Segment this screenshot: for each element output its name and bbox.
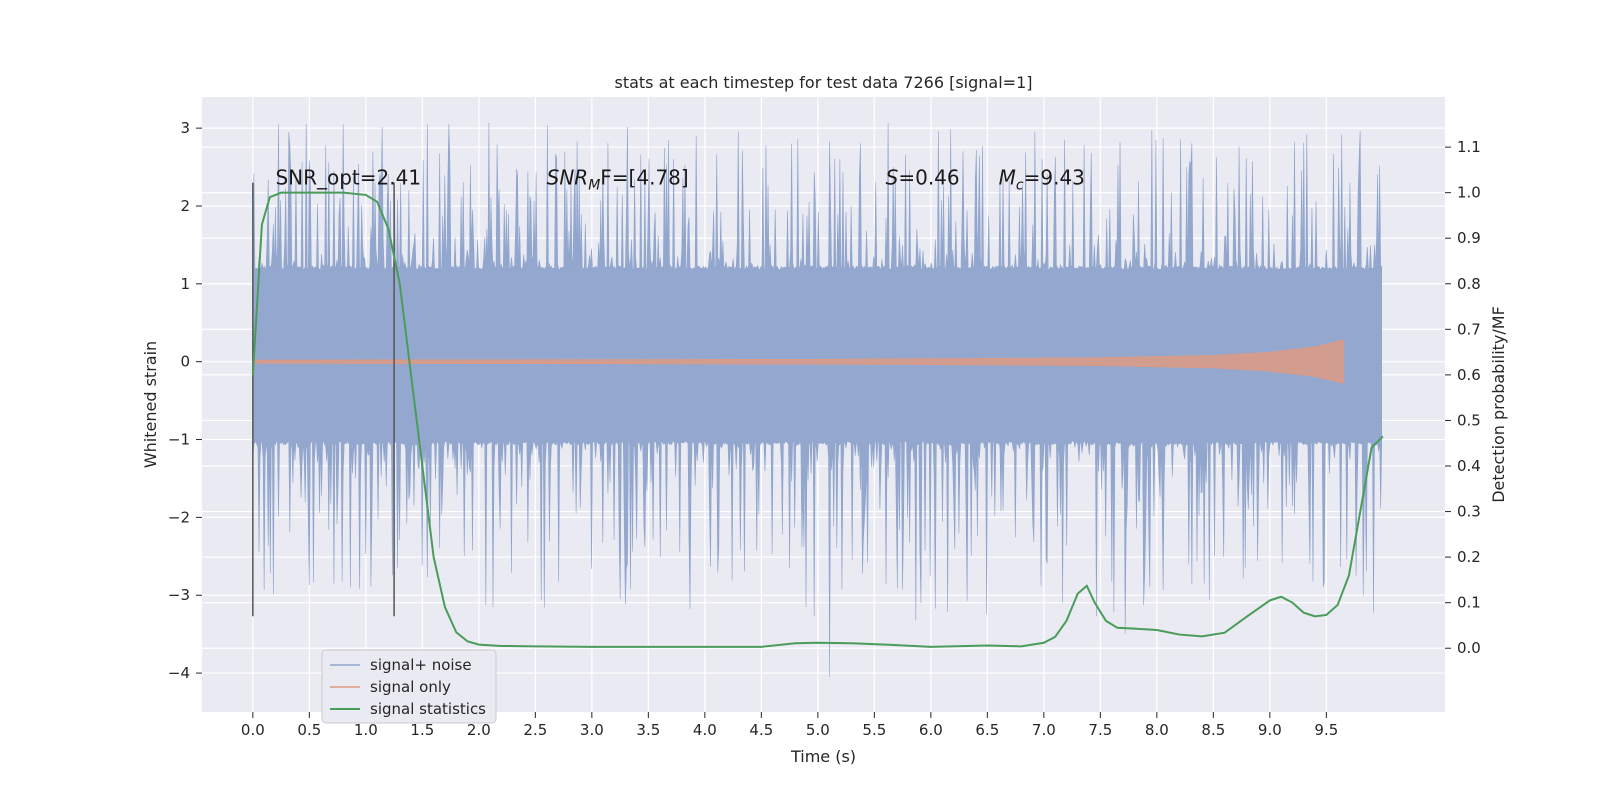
y-right-tick-label: 0.3 bbox=[1457, 503, 1481, 521]
x-tick-label: 5.5 bbox=[862, 721, 886, 739]
x-tick-label: 3.0 bbox=[580, 721, 604, 739]
y-right-tick-label: 0.8 bbox=[1457, 275, 1481, 293]
annotation-3: Mc=9.43 bbox=[999, 166, 1085, 194]
x-tick-label: 9.0 bbox=[1258, 721, 1282, 739]
x-tick-label: 1.0 bbox=[354, 721, 378, 739]
signal-statistics-line bbox=[251, 191, 1384, 648]
x-tick-label: 4.0 bbox=[693, 721, 717, 739]
y-right-tick-label: 1.1 bbox=[1457, 138, 1481, 156]
legend-label-0: signal+ noise bbox=[370, 656, 472, 674]
x-tick-label: 6.5 bbox=[975, 721, 999, 739]
y-right-tick-label: 0.0 bbox=[1457, 639, 1481, 657]
y-right-tick-label: 1.0 bbox=[1457, 184, 1481, 202]
signal-noise-band bbox=[252, 122, 1383, 677]
legend-label-2: signal statistics bbox=[370, 700, 486, 718]
chart-title: stats at each timestep for test data 726… bbox=[614, 73, 1032, 92]
y-right-tick-label: 0.6 bbox=[1457, 366, 1481, 384]
x-tick-label: 1.5 bbox=[410, 721, 434, 739]
y-right-tick-label: 0.2 bbox=[1457, 548, 1481, 566]
x-tick-label: 0.5 bbox=[297, 721, 321, 739]
x-axis-label: Time (s) bbox=[790, 747, 856, 766]
annotation-0: SNR_opt=2.41 bbox=[275, 166, 421, 190]
y-right-tick-label: 0.9 bbox=[1457, 229, 1481, 247]
y-right-tick-label: 0.1 bbox=[1457, 594, 1481, 612]
x-tick-label: 5.0 bbox=[806, 721, 830, 739]
y-tick-label: 0 bbox=[180, 353, 190, 371]
y-right-tick-label: 0.7 bbox=[1457, 320, 1481, 338]
y-tick-label: 2 bbox=[180, 197, 190, 215]
y-right-axis-label: Detection probability/MF bbox=[1489, 306, 1508, 503]
signal-statistics-series bbox=[251, 191, 1384, 648]
annotation-1: SNRMF=[4.78] bbox=[547, 166, 689, 194]
x-tick-label: 9.5 bbox=[1314, 721, 1338, 739]
legend-box bbox=[321, 649, 497, 724]
x-tick-label: 0.0 bbox=[241, 721, 265, 739]
signal-only-series bbox=[252, 339, 1344, 385]
x-tick-label: 7.5 bbox=[1088, 721, 1112, 739]
y-tick-label: −2 bbox=[168, 508, 190, 526]
x-tick-label: 4.5 bbox=[749, 721, 773, 739]
x-tick-label: 2.5 bbox=[523, 721, 547, 739]
legend: signal+ noise signal only signal statistic… bbox=[321, 649, 497, 724]
x-axis-ticks: 0.0 0.5 1.0 1.5 2.0 2.5 3.0 3.5 4.0 4.5 5.0 5.5 6.0 6… bbox=[241, 712, 1338, 739]
annotation-2: S=0.46 bbox=[886, 166, 960, 190]
y-tick-label: 3 bbox=[180, 119, 190, 137]
x-tick-label: 8.5 bbox=[1201, 721, 1225, 739]
signal-only-envelope bbox=[252, 339, 1344, 385]
x-tick-label: 3.5 bbox=[636, 721, 660, 739]
y-axis-label: Whitened strain bbox=[141, 341, 160, 468]
signal-noise-series bbox=[252, 122, 1383, 677]
annotations: SNR_opt=2.41 SNRMF=[4.78] S=0.46 Mc=9.43 bbox=[275, 166, 1084, 194]
y-tick-label: −4 bbox=[168, 664, 190, 682]
y-tick-label: 1 bbox=[180, 275, 190, 293]
legend-label-1: signal only bbox=[370, 678, 451, 696]
y-axis-ticks: 3 2 1 0 −1 −2 −3 −4 bbox=[168, 119, 202, 682]
y-tick-label: −3 bbox=[168, 586, 190, 604]
x-tick-label: 7.0 bbox=[1032, 721, 1056, 739]
y-right-tick-label: 0.5 bbox=[1457, 411, 1481, 429]
x-tick-label: 8.0 bbox=[1145, 721, 1169, 739]
y-right-tick-label: 0.4 bbox=[1457, 457, 1481, 475]
x-tick-label: 6.0 bbox=[919, 721, 943, 739]
y-right-axis-ticks: 1.1 1.0 0.9 0.8 0.7 0.6 0.5 0.4 0.3 0.2 0.1 0.0 bbox=[1445, 138, 1481, 657]
x-tick-label: 2.0 bbox=[467, 721, 491, 739]
y-tick-label: −1 bbox=[168, 431, 190, 449]
